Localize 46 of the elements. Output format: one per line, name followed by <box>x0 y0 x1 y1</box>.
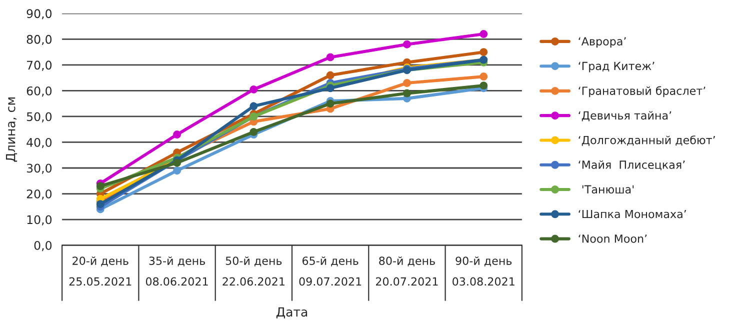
legend-label: ‘Аврора’ <box>578 37 626 48</box>
point <box>173 158 182 167</box>
point <box>250 102 258 110</box>
legend-label: ‘Майя Плисецкая’ <box>578 160 685 170</box>
x-tick-label: 80-й день 20.07.2021 <box>376 256 438 286</box>
point <box>326 100 334 108</box>
y-tick-label: 70,0 <box>27 60 52 71</box>
y-tick-label: 90,0 <box>26 9 52 20</box>
x-tick-label: 65-й день 09.07.2021 <box>299 256 362 286</box>
legend-label: ‘Долгожданный дебют’ <box>578 135 715 146</box>
point <box>173 166 182 175</box>
x-tick-label: 20-й день 25.05.2021 <box>69 256 132 286</box>
y-tick-label: 10,0 <box>27 215 52 226</box>
point <box>96 200 104 208</box>
point <box>402 40 411 48</box>
point <box>250 85 258 94</box>
point <box>480 72 488 81</box>
x-tick-label: 35-й день 08.06.2021 <box>146 256 208 286</box>
legend-label: ‘Noon Moon’ <box>578 234 647 243</box>
y-tick-label: 60,0 <box>26 86 52 97</box>
legend-label: ‘Град Китеж’ <box>578 62 654 72</box>
point <box>402 89 411 98</box>
x-tick-label: 50-й день 22.06.2021 <box>222 256 284 286</box>
y-tick-label: 50,0 <box>26 112 52 122</box>
point <box>480 48 488 56</box>
x-tick-label: 90-й день 03.08.2021 <box>452 256 514 286</box>
legend-label: ‘Гранатовый браслет’ <box>578 86 706 98</box>
point <box>326 71 334 80</box>
point <box>250 128 258 136</box>
y-tick-label: 20,0 <box>26 189 52 200</box>
y-tick-label: 80,0 <box>26 34 52 46</box>
point <box>326 53 334 62</box>
x-axis-title: Дата <box>276 307 308 318</box>
legend-label: 'Танюша' <box>582 185 634 194</box>
y-tick-label: 40,0 <box>26 138 52 148</box>
point <box>480 30 488 38</box>
y-tick-label: 30,0 <box>26 164 52 174</box>
legend-label: ‘Шапка Мономаха’ <box>578 210 686 218</box>
point <box>326 84 334 92</box>
point <box>173 130 182 139</box>
y-tick-label: 0,0 <box>34 241 52 252</box>
y-axis-title: Длина, см <box>6 98 18 162</box>
point <box>96 182 104 190</box>
point <box>480 82 488 90</box>
legend-label: ‘Девичья тайна’ <box>578 111 672 122</box>
point <box>402 79 411 87</box>
